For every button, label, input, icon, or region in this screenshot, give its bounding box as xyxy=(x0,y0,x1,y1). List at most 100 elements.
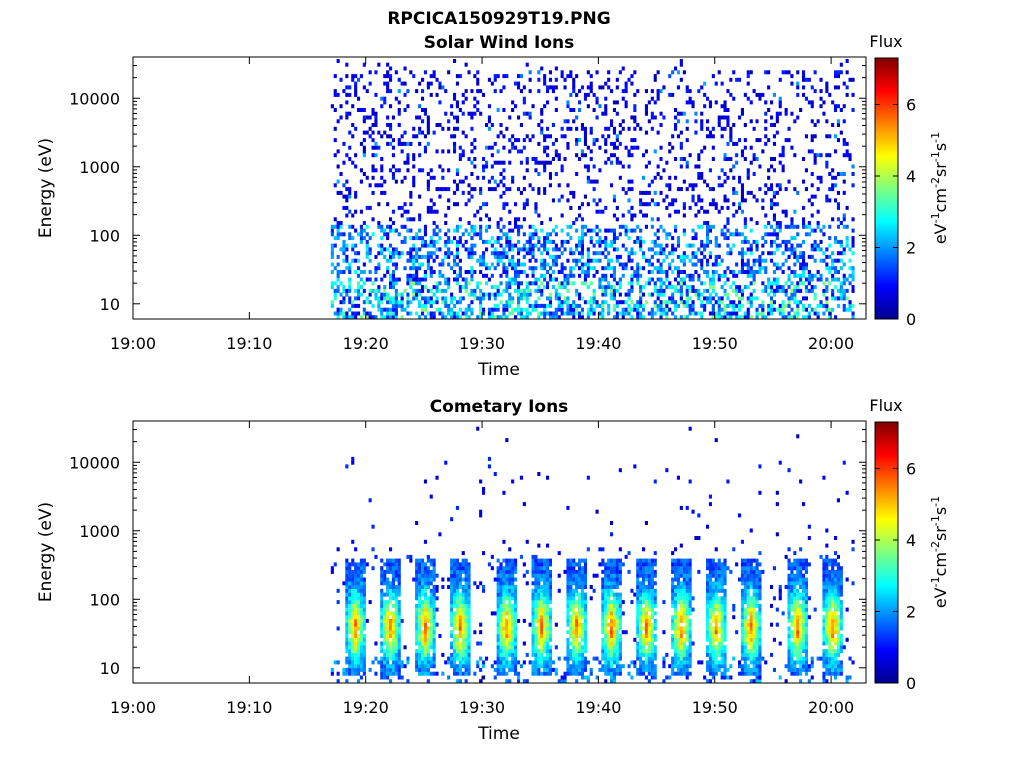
heatmap-cell xyxy=(804,262,808,267)
heatmap-cell xyxy=(604,108,608,112)
heatmap-cell xyxy=(374,641,378,646)
heatmap-cell xyxy=(842,273,846,278)
heatmap-cell xyxy=(345,85,349,90)
heatmap-cell xyxy=(706,262,710,267)
heatmap-cell xyxy=(802,224,806,229)
heatmap-cell xyxy=(400,660,404,665)
heatmap-cell xyxy=(354,74,358,79)
heatmap-cell xyxy=(351,622,355,627)
heatmap-cell xyxy=(357,562,361,567)
heatmap-cell xyxy=(453,566,457,571)
heatmap-cell xyxy=(476,89,480,94)
heatmap-cell xyxy=(842,138,846,143)
heatmap-cell xyxy=(537,588,541,593)
heatmap-cell xyxy=(802,77,806,82)
heatmap-cell xyxy=(362,656,366,661)
heatmap-cell xyxy=(804,232,808,237)
heatmap-cell xyxy=(825,254,829,259)
heatmap-cell xyxy=(694,288,698,293)
heatmap-cell xyxy=(554,232,558,237)
heatmap-cell xyxy=(429,254,433,259)
heatmap-cell xyxy=(455,187,459,192)
heatmap-cell xyxy=(610,153,614,158)
heatmap-cell xyxy=(394,281,398,286)
heatmap-cell xyxy=(423,588,427,593)
heatmap-cell xyxy=(764,141,768,146)
heatmap-cell xyxy=(764,126,768,131)
heatmap-cell xyxy=(592,273,596,278)
heatmap-cell xyxy=(441,149,445,154)
heatmap-cell xyxy=(455,126,459,131)
heatmap-cell xyxy=(351,562,355,567)
heatmap-cell xyxy=(781,311,785,316)
heatmap-cell xyxy=(421,634,425,638)
heatmap-cell xyxy=(589,239,593,244)
heatmap-cell xyxy=(703,247,707,252)
heatmap-cell xyxy=(656,96,660,101)
heatmap-cell xyxy=(642,213,646,218)
heatmap-cell xyxy=(650,198,654,203)
heatmap-cell xyxy=(464,239,468,244)
heatmap-cell xyxy=(470,224,474,229)
heatmap-cell xyxy=(458,296,462,301)
heatmap-cell xyxy=(732,187,736,192)
heatmap-cell xyxy=(551,157,555,161)
heatmap-cell xyxy=(554,254,558,259)
heatmap-cell xyxy=(572,311,576,316)
heatmap-cell xyxy=(458,600,462,605)
heatmap-cell xyxy=(537,303,541,308)
heatmap-cell xyxy=(377,262,381,267)
heatmap-cell xyxy=(357,285,361,290)
heatmap-cell xyxy=(389,224,393,229)
heatmap-cell xyxy=(397,592,401,597)
heatmap-cell xyxy=(453,262,457,267)
heatmap-cell xyxy=(566,596,570,601)
heatmap-cell xyxy=(499,607,503,612)
heatmap-cell xyxy=(569,622,573,627)
heatmap-cell xyxy=(662,247,666,252)
heatmap-cell xyxy=(662,258,666,263)
heatmap-cell xyxy=(569,607,573,612)
heatmap-cell xyxy=(511,581,515,586)
heatmap-cell xyxy=(479,315,483,320)
heatmap-cell xyxy=(671,251,675,256)
heatmap-cell xyxy=(802,239,806,244)
heatmap-cell xyxy=(421,641,425,646)
heatmap-cell xyxy=(490,251,494,256)
heatmap-cell xyxy=(531,303,535,308)
heatmap-cell xyxy=(668,175,672,180)
heatmap-cell xyxy=(598,168,602,173)
heatmap-cell xyxy=(802,179,806,184)
heatmap-cell xyxy=(723,100,727,105)
heatmap-cell xyxy=(453,577,457,582)
heatmap-cell xyxy=(691,187,695,192)
heatmap-cell xyxy=(380,630,384,635)
heatmap-cell xyxy=(394,596,398,601)
heatmap-cell xyxy=(397,652,401,657)
heatmap-cell xyxy=(656,164,660,169)
heatmap-cell xyxy=(429,626,433,631)
heatmap-cell xyxy=(362,119,366,124)
heatmap-cell xyxy=(723,236,727,241)
heatmap-cell xyxy=(534,626,538,631)
heatmap-cell xyxy=(618,232,622,237)
heatmap-cell xyxy=(377,307,381,312)
heatmap-cell xyxy=(618,123,622,127)
heatmap-cell xyxy=(740,187,744,192)
heatmap-cell xyxy=(380,277,384,282)
heatmap-cell xyxy=(505,254,509,259)
heatmap-cell xyxy=(802,315,806,320)
heatmap-cell xyxy=(522,232,526,237)
heatmap-cell xyxy=(485,266,489,271)
heatmap-cell xyxy=(540,603,544,608)
heatmap-cell xyxy=(380,626,384,631)
heatmap-cell xyxy=(517,74,521,79)
heatmap-cell xyxy=(601,315,605,320)
heatmap-cell xyxy=(566,641,570,646)
heatmap-cell xyxy=(540,292,544,297)
heatmap-cell xyxy=(359,179,363,184)
heatmap-cell xyxy=(336,273,340,278)
heatmap-cell xyxy=(752,194,756,199)
heatmap-cell xyxy=(525,134,529,139)
heatmap-cell xyxy=(458,273,462,278)
